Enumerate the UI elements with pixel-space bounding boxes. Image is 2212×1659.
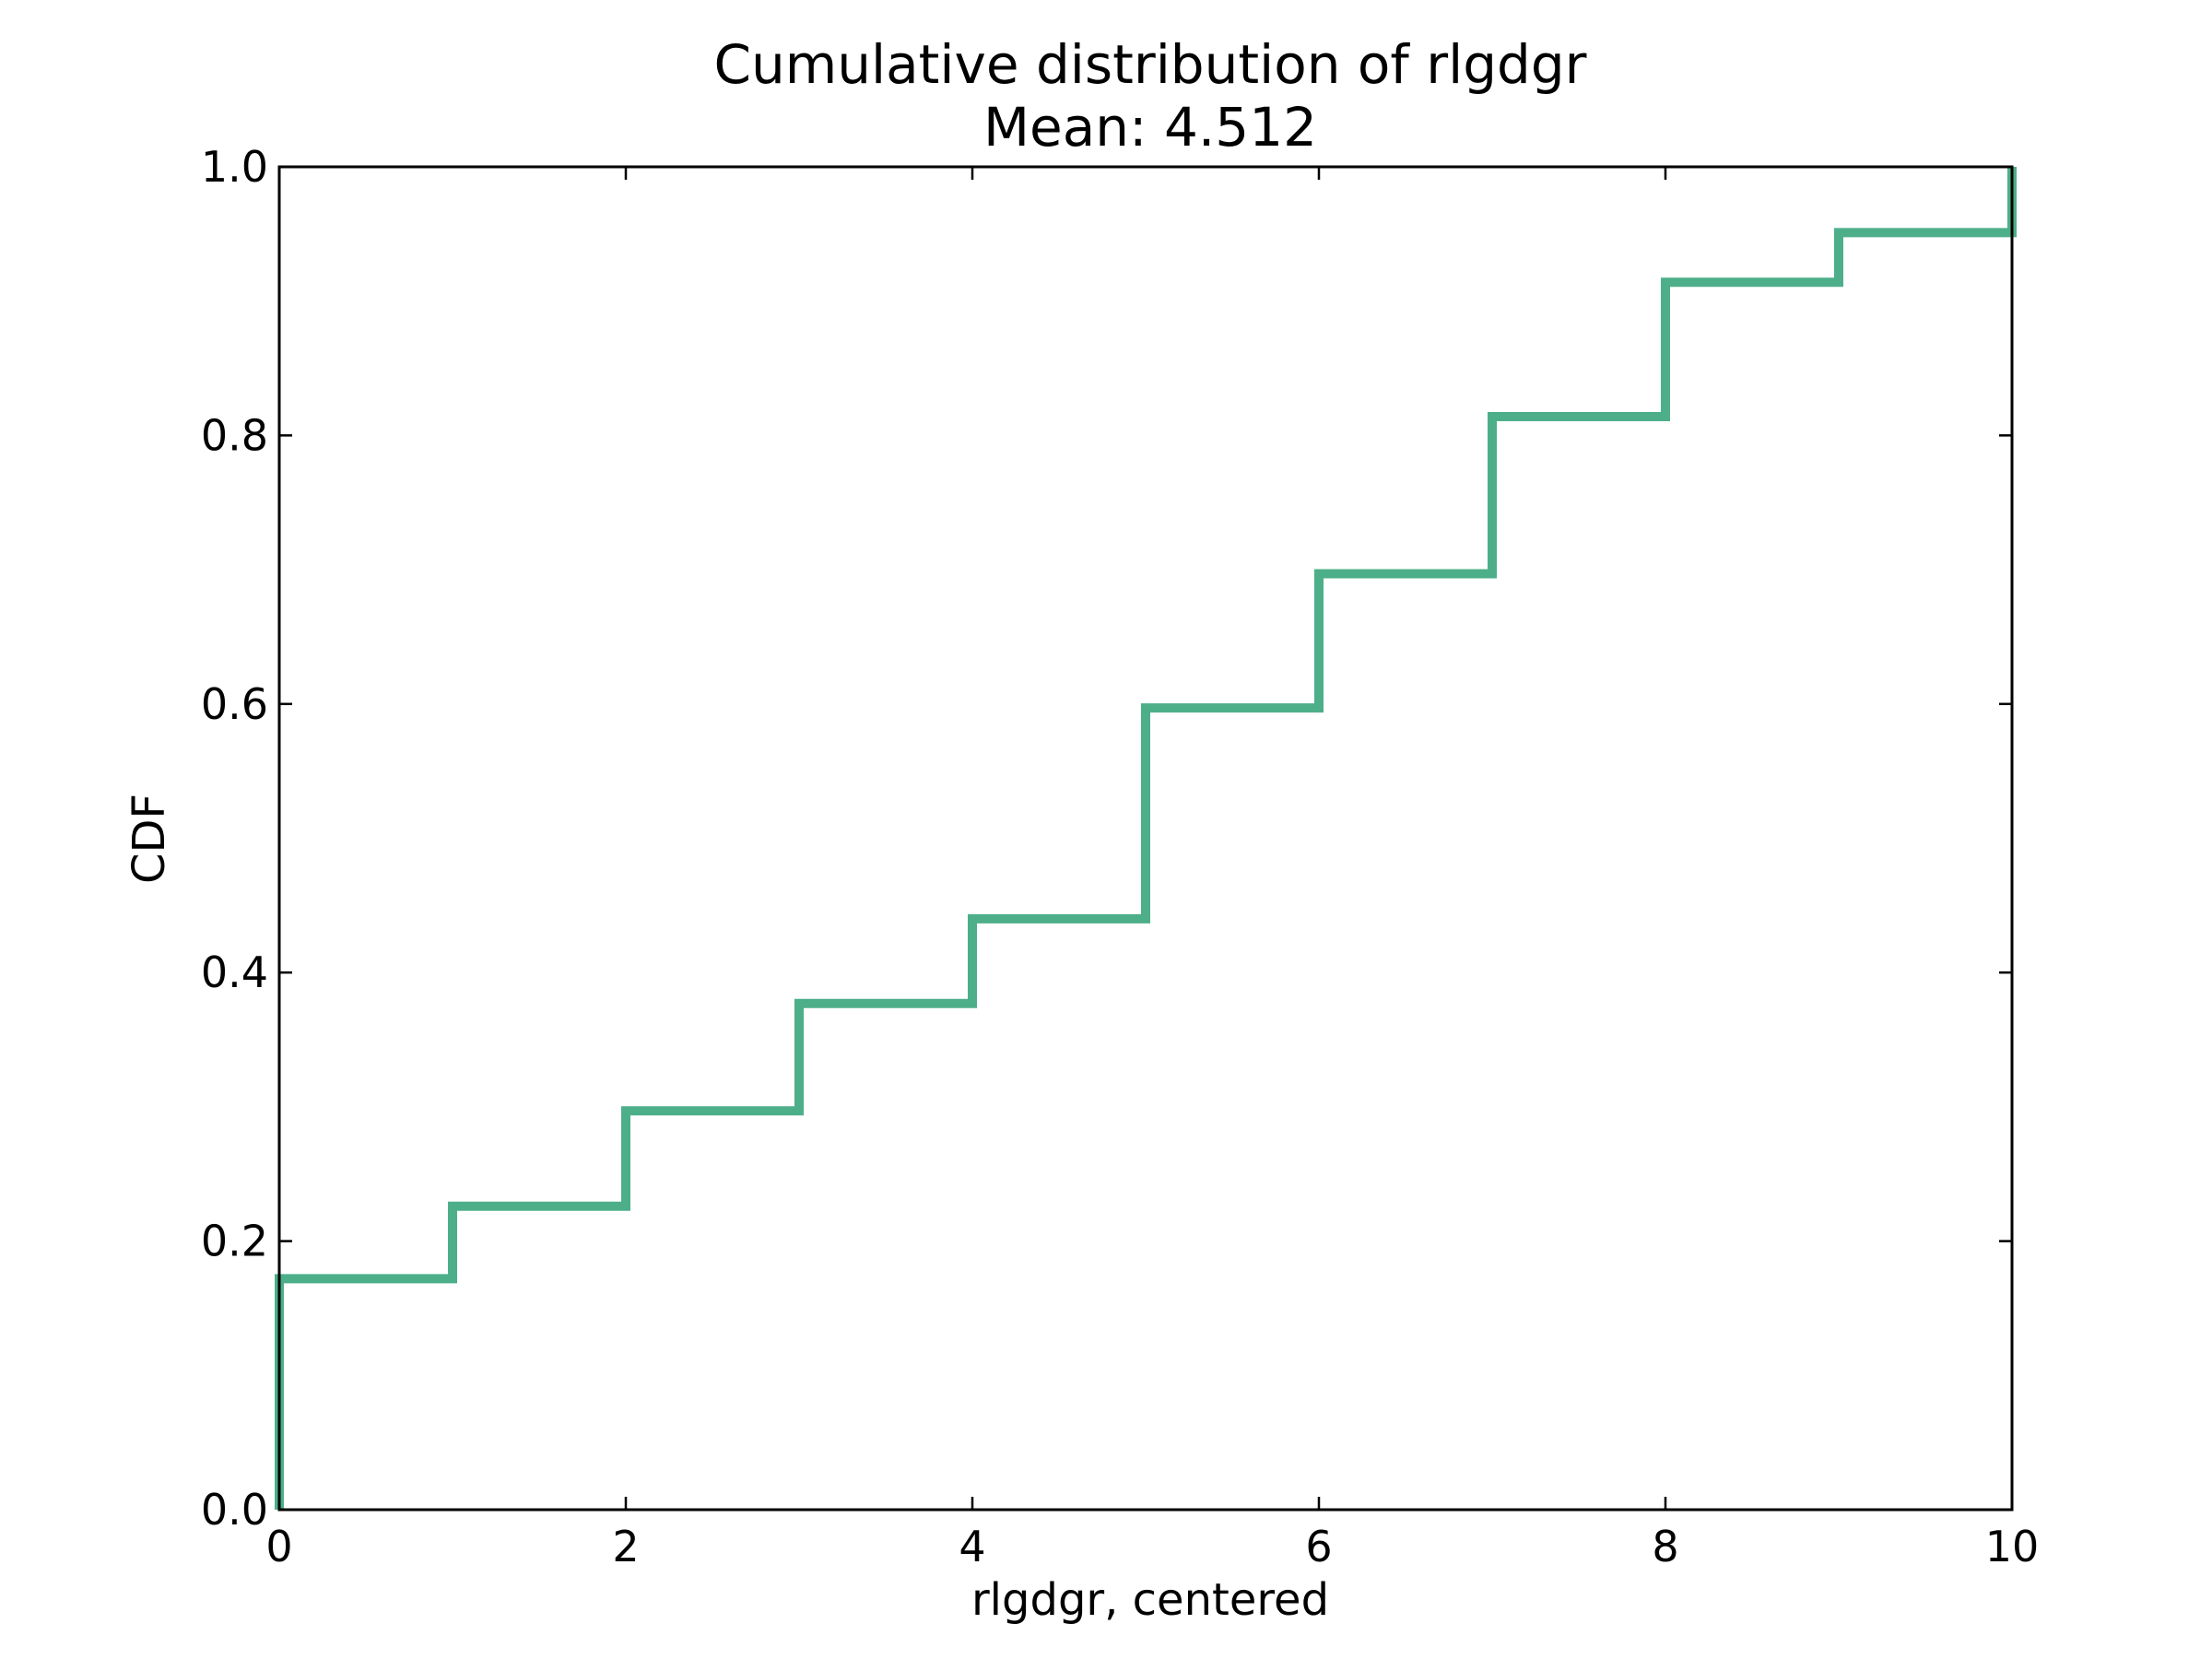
chart-subtitle: Mean: 4.512 — [983, 96, 1317, 159]
axes-frame — [277, 165, 2014, 1512]
y-tick-label: 0.0 — [201, 1485, 268, 1535]
y-tick-label: 0.4 — [201, 947, 268, 997]
y-axis-label: CDF — [124, 794, 175, 884]
x-tick-label: 0 — [265, 1522, 292, 1571]
chart-title: Cumulative distribution of rlgdgr — [713, 33, 1586, 96]
x-tick-label: 4 — [959, 1522, 985, 1571]
x-tick-label: 6 — [1305, 1522, 1332, 1571]
x-tick-label: 10 — [1985, 1522, 2040, 1571]
y-tick-label: 0.2 — [201, 1217, 268, 1266]
y-tick-label: 0.6 — [201, 679, 268, 729]
x-axis-label: rlgdgr, centered — [971, 1574, 1329, 1626]
cdf-step-line — [275, 167, 2017, 1510]
x-tick-label: 2 — [612, 1522, 639, 1571]
x-tick-label: 8 — [1652, 1522, 1678, 1571]
plot-area — [275, 167, 2017, 1510]
y-tick-label: 1.0 — [201, 142, 268, 192]
axis-tick-labels: 0 2 4 6 8 10 0.0 0.2 0.4 0.6 0.8 1.0 — [201, 142, 2039, 1571]
y-tick-label: 0.8 — [201, 410, 268, 460]
